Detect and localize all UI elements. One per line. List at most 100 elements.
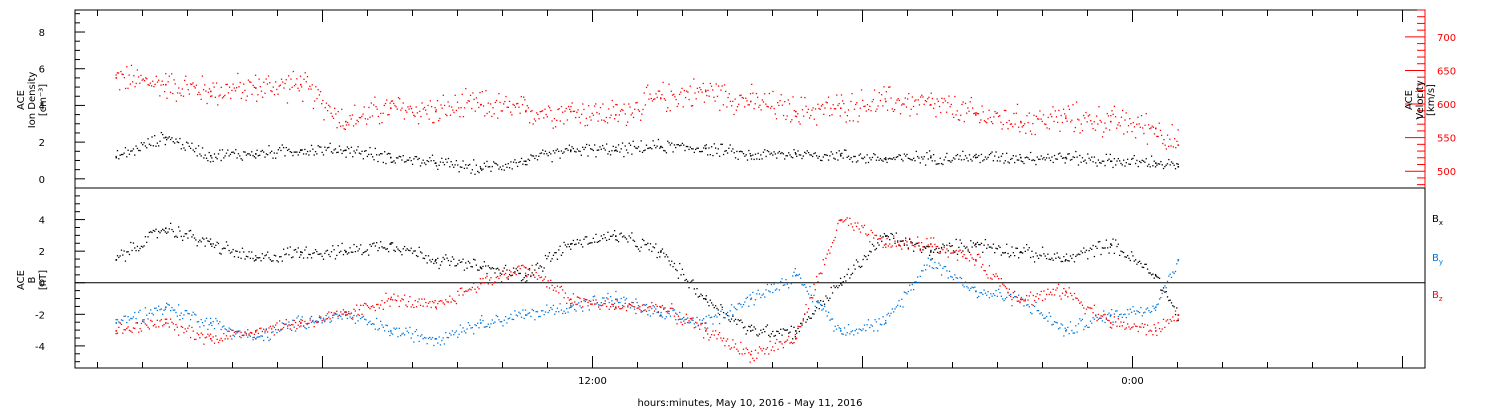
trace-dot [1059, 295, 1061, 297]
trace-dot [453, 166, 455, 168]
trace-dot [463, 330, 466, 332]
trace-dot [1064, 113, 1066, 115]
trace-dot [193, 313, 196, 315]
trace-dot [168, 75, 170, 77]
trace-dot [129, 83, 131, 85]
trace-dot [807, 108, 810, 111]
trace-dot [337, 315, 339, 317]
trace-dot [878, 318, 880, 320]
trace-dot [205, 90, 207, 92]
trace-dot [507, 163, 509, 165]
trace-dot [627, 306, 629, 308]
trace-dot [785, 329, 787, 331]
trace-dot [398, 327, 400, 330]
trace-dot [858, 228, 860, 230]
trace-dot [1064, 260, 1066, 262]
trace-dot [244, 258, 246, 260]
trace-dot [1062, 108, 1065, 110]
trace-dot [566, 147, 568, 150]
trace-dot [833, 108, 836, 110]
trace-dot [1040, 312, 1042, 314]
trace-dot [823, 305, 826, 307]
trace-dot [944, 251, 947, 254]
trace-dot [598, 113, 600, 115]
trace-dot [209, 333, 212, 335]
trace-dot [455, 264, 458, 267]
trace-dot [635, 245, 637, 247]
velocity-axis-title-line: ACE [1404, 90, 1415, 110]
trace-dot [159, 309, 161, 311]
trace-dot [942, 101, 944, 104]
trace-dot [507, 278, 509, 280]
trace-dot [1152, 273, 1154, 275]
trace-dot [515, 314, 517, 316]
trace-dot [162, 84, 165, 86]
trace-dot [199, 326, 201, 328]
trace-dot [346, 146, 349, 148]
trace-dot [1064, 294, 1066, 296]
trace-dot [122, 332, 124, 334]
trace-dot [584, 299, 586, 301]
trace-dot [954, 95, 956, 98]
trace-dot [818, 307, 820, 310]
trace-dot [659, 305, 661, 308]
trace-dot [720, 89, 722, 91]
trace-dot [842, 157, 844, 159]
trace-dot [116, 255, 119, 257]
velocity-tick-label: 550 [1437, 134, 1456, 145]
trace-dot [455, 160, 458, 162]
trace-dot [236, 332, 238, 334]
trace-dot [197, 93, 199, 96]
trace-dot [419, 335, 422, 337]
trace-dot [1057, 256, 1060, 258]
trace-dot [338, 251, 341, 254]
trace-dot [777, 330, 779, 333]
trace-dot [491, 284, 493, 286]
trace-dot [499, 101, 501, 104]
trace-dot [607, 298, 609, 300]
trace-dot [813, 313, 815, 315]
trace-dot [159, 140, 161, 142]
trace-dot [1091, 123, 1093, 125]
trace-dot [939, 157, 941, 159]
trace-dot [1001, 128, 1003, 130]
trace-dot [588, 242, 590, 244]
trace-dot [353, 150, 355, 152]
trace-dot [655, 303, 657, 306]
trace-dot [296, 151, 298, 153]
trace-dot [1124, 328, 1126, 330]
trace-dot [514, 159, 516, 161]
trace-dot [205, 157, 208, 159]
trace-dot [286, 102, 289, 104]
trace-dot [732, 100, 734, 103]
trace-dot [681, 318, 684, 320]
trace-dot [803, 115, 805, 117]
trace-dot [219, 94, 221, 96]
trace-dot [534, 269, 536, 271]
trace-dot [227, 330, 229, 332]
trace-dot [1047, 253, 1049, 255]
trace-dot [221, 340, 224, 342]
trace-dot [875, 234, 878, 237]
trace-dot [134, 154, 136, 156]
trace-dot [942, 267, 944, 270]
trace-dot [1013, 112, 1015, 115]
trace-dot [881, 240, 883, 242]
trace-dot [204, 154, 206, 156]
trace-dot [1117, 157, 1119, 160]
trace-dot [1160, 160, 1162, 163]
trace-dot [122, 254, 124, 256]
trace-dot [434, 162, 436, 165]
trace-dot [912, 288, 915, 291]
trace-dot [184, 149, 186, 151]
trace-dot [793, 109, 795, 112]
trace-dot [888, 86, 890, 88]
trace-dot [966, 257, 968, 260]
trace-dot [685, 278, 688, 281]
trace-dot [855, 225, 858, 228]
trace-dot [1021, 161, 1024, 163]
trace-dot [794, 151, 797, 154]
trace-dot [455, 109, 458, 112]
trace-dot [516, 269, 519, 272]
trace-dot [209, 161, 212, 163]
